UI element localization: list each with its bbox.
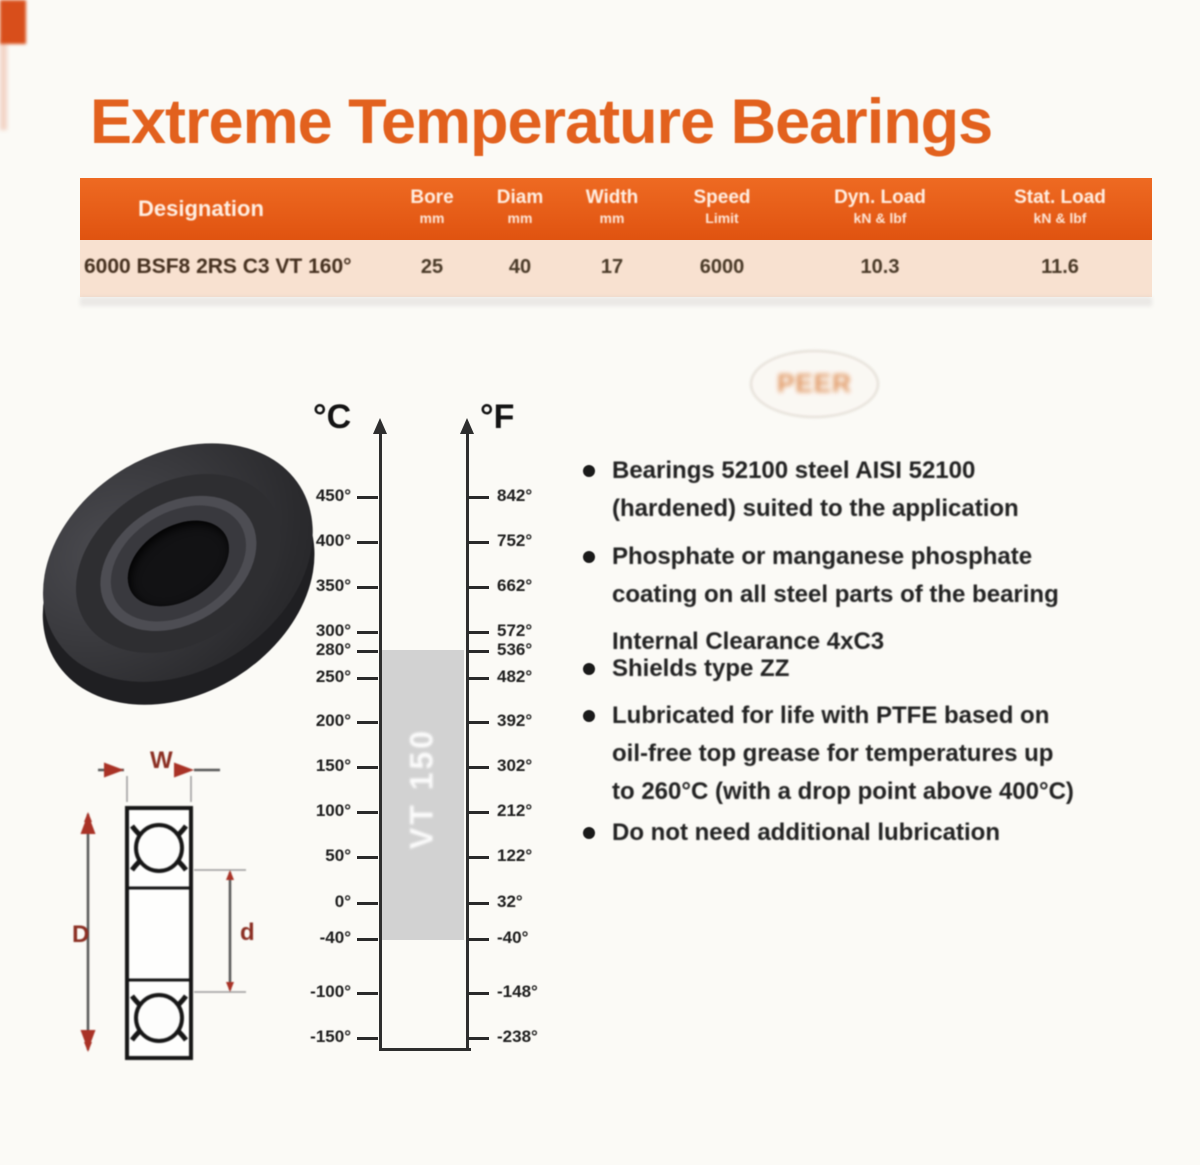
row-underline — [80, 297, 1152, 306]
cell-bore: 25 — [420, 256, 444, 278]
corner-accent — [0, 0, 26, 44]
cell-width: 17 — [600, 256, 624, 278]
column-header-designation: Designation — [138, 196, 264, 221]
feature-line: oil-free top grease for temperatures up — [612, 740, 1054, 767]
page-title: Extreme Temperature Bearings — [90, 87, 993, 157]
cell-diam: 40 — [508, 256, 532, 278]
bullet-icon — [583, 551, 595, 563]
feature-item: Phosphate or manganese phosphate coating… — [583, 538, 1173, 661]
feature-line: coating on all steel parts of the bearin… — [612, 581, 1059, 608]
fahrenheit-axis-line — [466, 432, 469, 1048]
operating-range-label: VT 150 — [403, 727, 440, 850]
brand-logo: PEER — [750, 350, 879, 418]
column-header-width: Width mm — [585, 187, 639, 226]
corner-accent-smudge — [0, 40, 7, 130]
scale-bottom-line — [379, 1048, 471, 1051]
table-header: Designation Bore mm Diam mm Width mm Spe… — [80, 178, 1152, 240]
column-header-diam: Diam mm — [496, 187, 544, 226]
column-header-dyn-load: Dyn. Load kN & lbf — [834, 187, 926, 226]
dim-arrowhead — [226, 982, 234, 992]
feature-line: Lubricated for life with PTFE based on — [612, 702, 1050, 729]
column-header-bore: Bore mm — [410, 187, 454, 226]
feature-line: Phosphate or manganese phosphate — [612, 543, 1033, 570]
cell-stat-load: 11.6 — [1041, 256, 1079, 278]
feature-line: (hardened) suited to the application — [612, 495, 1019, 522]
cell-speed: 6000 — [699, 256, 745, 278]
table-row: 6000 BSF8 2RS C3 VT 160° 25 40 17 6000 1… — [80, 240, 1152, 297]
celsius-axis-line — [379, 432, 382, 1048]
feature-line: to 260°C (with a drop point above 400°C) — [612, 778, 1074, 805]
ball-top — [134, 823, 184, 873]
bore-label: d — [240, 919, 255, 946]
bullet-icon — [583, 827, 595, 839]
feature-line: Internal Clearance 4xC3 — [612, 628, 885, 655]
feature-item: Lubricated for life with PTFE based on o… — [583, 697, 1173, 811]
dim-arrowhead — [226, 870, 234, 880]
feature-item: Shields type ZZ — [583, 650, 1173, 688]
bearing-cross-section-diagram: W D d — [72, 747, 255, 1060]
brand-logo-text: PEER — [777, 368, 852, 398]
column-header-stat-load: Stat. Load kN & lbf — [1014, 187, 1106, 226]
operating-range-band — [382, 650, 464, 940]
cell-designation: 6000 BSF8 2RS C3 VT 160° — [84, 255, 352, 278]
fahrenheit-axis-label: °F — [480, 398, 515, 436]
bullet-icon — [583, 710, 595, 722]
bullet-icon — [583, 663, 595, 675]
width-dim-label: W — [150, 747, 173, 774]
feature-item: Do not need additional lubrication — [583, 814, 1173, 852]
column-header-speed: Speed Limit — [693, 187, 751, 226]
feature-line: Shields type ZZ — [612, 655, 790, 682]
feature-line: Do not need additional lubrication — [612, 819, 1000, 846]
outer-dia-label: D — [72, 921, 89, 948]
feature-line: Bearings 52100 steel AISI 52100 — [612, 457, 976, 484]
bullet-icon — [583, 465, 595, 477]
dim-arrowhead — [84, 812, 92, 822]
cell-dyn-load: 10.3 — [860, 256, 900, 278]
celsius-axis-arrow-icon — [373, 418, 387, 434]
fahrenheit-axis-arrow-icon — [460, 418, 474, 434]
feature-item: Bearings 52100 steel AISI 52100 (hardene… — [583, 452, 1173, 528]
celsius-axis-label: °C — [313, 398, 352, 436]
dim-arrowhead — [84, 1042, 92, 1052]
ball-bottom — [134, 993, 184, 1043]
